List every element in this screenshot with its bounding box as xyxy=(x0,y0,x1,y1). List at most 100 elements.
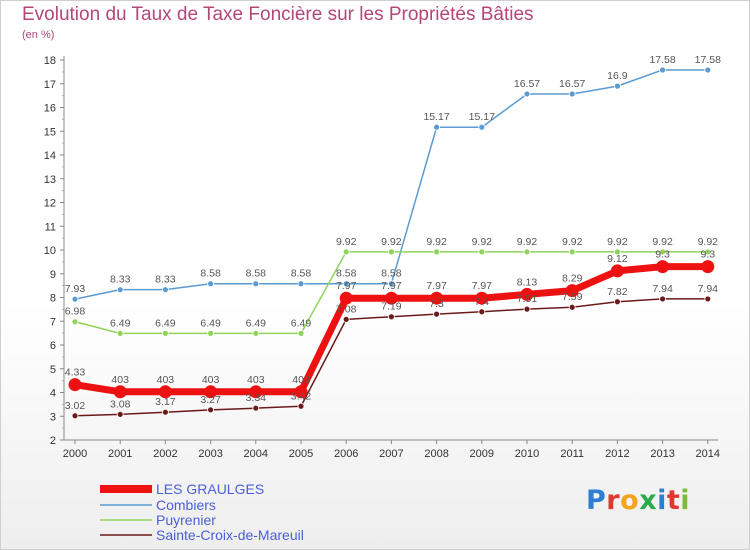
x-tick-label: 2005 xyxy=(289,448,313,460)
data-label: 7.59 xyxy=(562,291,583,303)
data-label: 403 xyxy=(292,374,310,386)
y-tick-label: 15 xyxy=(44,126,56,138)
y-tick-label: 14 xyxy=(44,150,56,162)
data-label: 7.97 xyxy=(472,280,493,292)
data-label: 6.49 xyxy=(291,317,312,329)
logo-letter: r xyxy=(606,485,621,516)
data-label: 9.92 xyxy=(698,236,719,248)
chart-title: Evolution du Taux de Taxe Foncière sur l… xyxy=(22,4,534,25)
data-label: 7.97 xyxy=(381,280,402,292)
data-label: 3.34 xyxy=(246,392,267,404)
data-point xyxy=(116,286,124,294)
data-point xyxy=(342,248,350,256)
data-label: 3.27 xyxy=(200,394,221,406)
data-point xyxy=(659,295,666,303)
data-point xyxy=(568,248,576,256)
data-point xyxy=(610,264,624,278)
legend-label: Combiers xyxy=(156,497,216,513)
data-point xyxy=(614,248,621,256)
data-label: 16.57 xyxy=(559,78,585,90)
data-label: 8.29 xyxy=(562,273,583,285)
data-label: 403 xyxy=(202,374,220,386)
data-label: 7.08 xyxy=(336,303,357,315)
data-point xyxy=(207,329,215,337)
data-label: 7.97 xyxy=(426,280,447,292)
data-point xyxy=(158,385,172,399)
data-point xyxy=(249,385,263,399)
y-tick-label: 4 xyxy=(50,388,56,400)
y-tick-label: 8 xyxy=(50,293,56,305)
data-point xyxy=(297,329,305,337)
data-point xyxy=(387,313,395,321)
data-label: 6.49 xyxy=(155,317,176,329)
data-label: 7.51 xyxy=(517,293,538,305)
legend-label: LES GRAULGES xyxy=(156,481,264,497)
data-label: 9.12 xyxy=(607,253,628,265)
x-tick-label: 2012 xyxy=(605,448,629,460)
data-point xyxy=(342,315,350,323)
data-point xyxy=(387,248,395,256)
data-point xyxy=(433,123,441,131)
x-tick-label: 2003 xyxy=(198,448,222,460)
data-label: 9.92 xyxy=(336,236,357,248)
y-tick-label: 10 xyxy=(44,245,56,257)
data-point xyxy=(384,291,398,305)
data-label: 9.92 xyxy=(652,236,673,248)
data-point xyxy=(294,385,308,399)
data-point xyxy=(475,291,489,305)
y-tick-label: 17 xyxy=(44,79,56,91)
data-point xyxy=(161,329,169,337)
data-label: 3.42 xyxy=(291,390,312,402)
data-point xyxy=(116,329,124,337)
data-point xyxy=(71,295,79,303)
data-point xyxy=(113,385,127,399)
data-point xyxy=(252,280,260,288)
data-point xyxy=(704,295,712,303)
data-point xyxy=(568,303,576,311)
x-tick-label: 2007 xyxy=(379,448,403,460)
data-label: 9.92 xyxy=(472,236,493,248)
data-label: 6.49 xyxy=(246,317,267,329)
x-tick-label: 2000 xyxy=(63,448,87,460)
data-point xyxy=(207,280,215,288)
data-label: 7.4 xyxy=(474,296,489,308)
data-point xyxy=(68,378,82,392)
data-point xyxy=(614,298,621,306)
data-label: 16.9 xyxy=(607,70,628,82)
data-label: 6.49 xyxy=(200,317,221,329)
data-label: 403 xyxy=(247,374,265,386)
data-label: 15.17 xyxy=(469,111,495,123)
y-tick-label: 11 xyxy=(45,221,56,233)
x-tick-label: 2013 xyxy=(650,448,674,460)
data-point xyxy=(433,248,441,256)
x-tick-label: 2004 xyxy=(244,448,268,460)
data-label: 8.33 xyxy=(110,274,131,286)
data-point xyxy=(430,291,444,305)
logo-letter: P xyxy=(586,485,607,516)
data-label: 8.58 xyxy=(246,268,267,280)
data-label: 9.3 xyxy=(655,249,670,261)
data-point xyxy=(478,248,486,256)
data-point xyxy=(342,280,350,288)
data-point xyxy=(656,260,670,274)
x-tick-label: 2014 xyxy=(696,448,720,460)
data-label: 7.94 xyxy=(698,283,719,295)
data-point xyxy=(565,284,579,298)
data-label: 9.92 xyxy=(607,236,628,248)
legend-label: Sainte-Croix-de-Mareuil xyxy=(156,527,304,543)
data-label: 9.92 xyxy=(517,236,538,248)
data-point xyxy=(161,286,169,294)
data-point xyxy=(478,308,486,316)
logo-letter: i xyxy=(680,485,691,516)
data-point xyxy=(204,385,218,399)
proxiti-logo: Proxiti xyxy=(586,485,690,516)
data-label: 9.3 xyxy=(700,249,715,261)
data-point xyxy=(387,280,395,288)
data-point xyxy=(659,248,666,256)
data-label: 403 xyxy=(111,374,129,386)
y-tick-label: 6 xyxy=(50,340,56,352)
data-label: 3.02 xyxy=(65,400,86,412)
data-label: 7.19 xyxy=(381,301,402,313)
x-tick-label: 2008 xyxy=(424,448,448,460)
